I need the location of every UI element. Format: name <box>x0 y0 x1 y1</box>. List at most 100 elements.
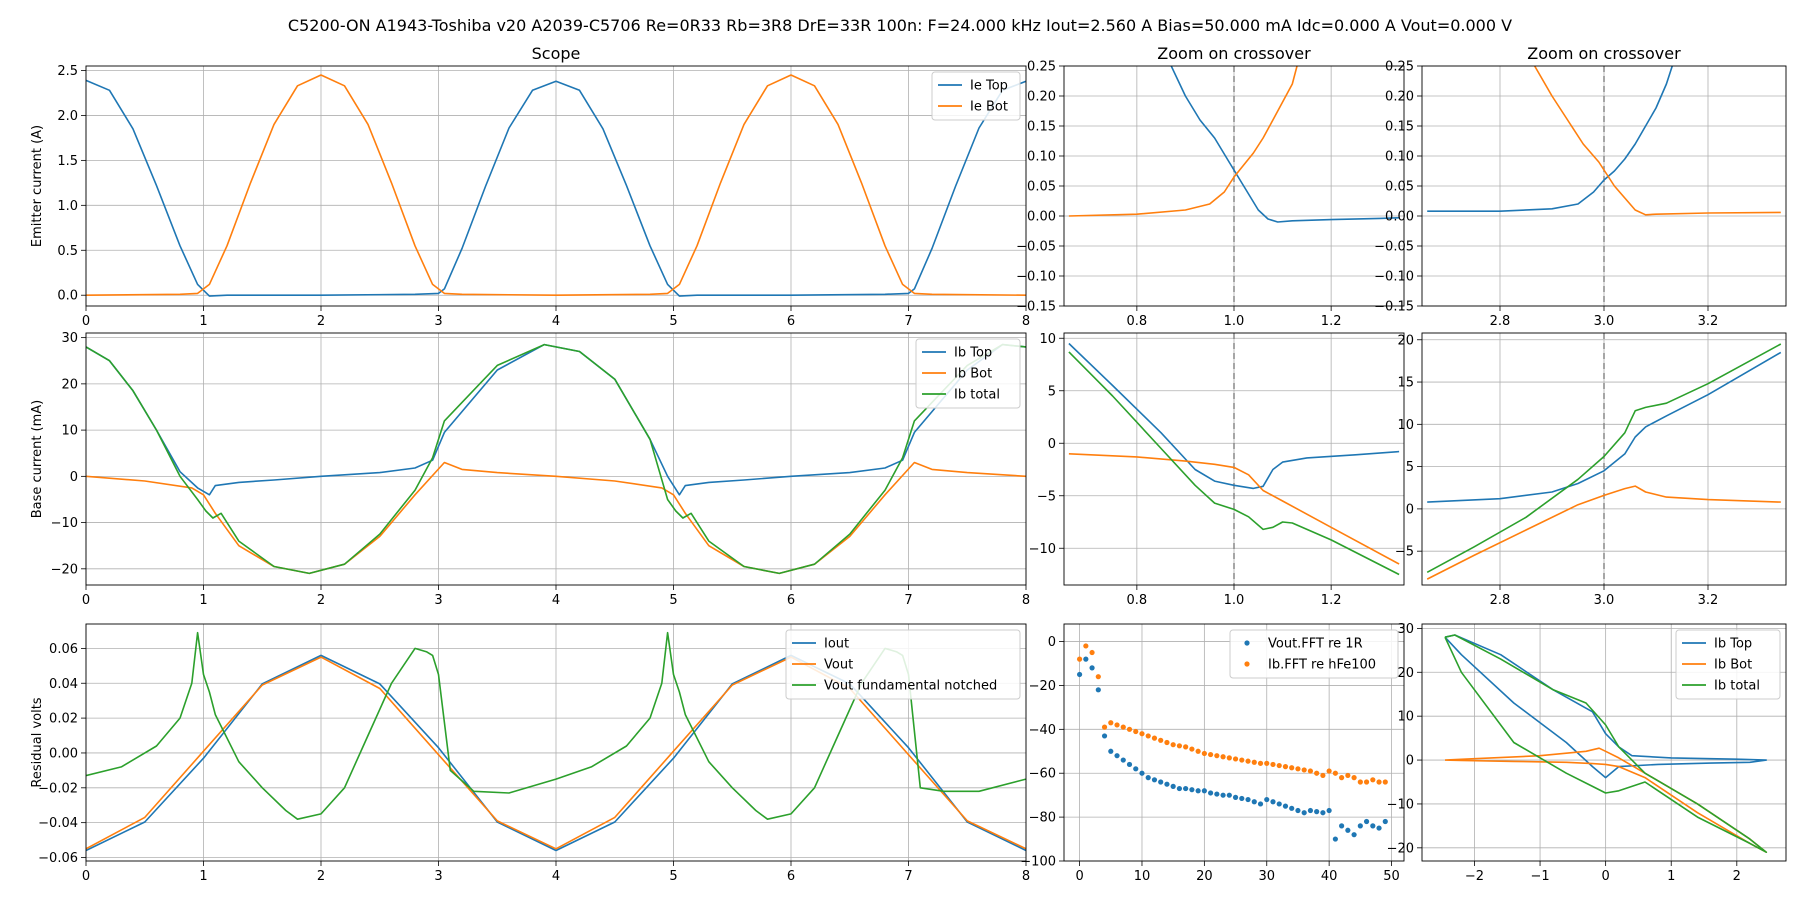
series-line-ie-bot <box>1068 66 1298 217</box>
data-point <box>1183 785 1189 792</box>
y-tick-label: −10 <box>51 516 78 531</box>
x-tick-label: 6 <box>787 314 795 329</box>
data-point <box>1076 671 1083 678</box>
series-layer <box>86 343 1026 575</box>
y-tick-label: −20 <box>1387 841 1414 856</box>
data-point <box>1101 733 1108 739</box>
data-point <box>1101 724 1108 730</box>
y-tick-label: 0.04 <box>49 677 78 692</box>
data-point <box>1170 742 1176 748</box>
series-line-ib-total <box>1068 351 1400 576</box>
x-tick-label: 2 <box>317 314 325 329</box>
data-point <box>1345 827 1351 833</box>
x-tick-label: 6 <box>787 593 795 608</box>
data-point <box>1158 737 1164 743</box>
legend: Vout.FFT re 1R Ib.FFT re hFe100 <box>1229 629 1399 679</box>
data-point <box>1257 801 1264 807</box>
data-point <box>1276 801 1282 807</box>
legend-label: Ib Bot <box>1714 658 1752 673</box>
subplot-fft: 0 10 20 30 40 50 −100 −80 −60 −40 −20 0 Vout.FFT re … <box>1020 623 1405 884</box>
data-point <box>1114 753 1120 759</box>
x-tick-label: 8 <box>1022 314 1030 329</box>
data-point <box>1282 764 1289 770</box>
legend-label: Ie Bot <box>970 100 1008 115</box>
x-tick-label: 5 <box>669 593 677 608</box>
x-tick-label: 2.8 <box>1490 593 1511 608</box>
x-tick-label: 1 <box>199 314 207 329</box>
series-line-ib-top <box>1068 342 1400 490</box>
series-layer <box>1426 343 1782 580</box>
legend-label: Vout.FFT re 1R <box>1268 637 1363 652</box>
y-tick-label: 0.15 <box>1385 120 1414 135</box>
data-point <box>1270 799 1276 805</box>
series-line-ie-bot <box>1533 66 1781 216</box>
data-point <box>1095 674 1101 680</box>
axes-frame <box>85 65 1027 307</box>
data-point <box>1176 743 1183 749</box>
x-tick-label: 30 <box>1258 869 1275 884</box>
data-point <box>1120 724 1126 730</box>
x-tick-label: 0.8 <box>1127 314 1148 329</box>
legend: Ib Top Ib Bot Ib total <box>1675 629 1781 700</box>
data-point <box>1363 779 1370 785</box>
y-tick-label: 20 <box>1397 666 1414 681</box>
legend-label: Vout <box>824 658 853 673</box>
y-tick-label: 0 <box>1406 502 1414 517</box>
series-line-ie-top <box>86 79 1026 297</box>
data-point <box>1201 750 1207 757</box>
y-tick-label: 0 <box>1406 754 1414 769</box>
series-layer <box>1068 66 1400 223</box>
legend-box <box>785 629 1021 700</box>
x-tick-label: 2.8 <box>1490 314 1511 329</box>
data-point <box>1376 825 1382 831</box>
x-tick-label: 2 <box>317 869 325 884</box>
series-layer <box>1444 634 1768 854</box>
data-point <box>1226 792 1232 798</box>
data-point <box>1264 760 1270 766</box>
x-tick-label: 7 <box>904 869 912 884</box>
x-tick-label: 1 <box>199 869 207 884</box>
axes-frame <box>1421 623 1787 862</box>
data-point <box>1083 656 1089 662</box>
y-tick-label: 0.10 <box>1027 150 1056 165</box>
y-tick-label: 10 <box>61 424 78 439</box>
y-tick-label: −0.10 <box>1016 270 1056 285</box>
y-tick-label: 0.10 <box>1385 150 1414 165</box>
data-point <box>1232 794 1239 800</box>
data-point <box>1195 748 1201 754</box>
data-point <box>1320 772 1326 779</box>
data-point <box>1232 756 1239 762</box>
legend-label: Ib total <box>1714 679 1760 694</box>
data-point <box>1208 751 1214 758</box>
y-tick-label: 1.5 <box>57 154 78 169</box>
data-point <box>1189 746 1195 752</box>
data-point <box>1201 788 1207 794</box>
data-point <box>1270 761 1276 768</box>
legend-label: Ib Top <box>954 346 992 361</box>
y-tick-label: 0.06 <box>49 642 78 657</box>
y-tick-label: −10 <box>1387 797 1414 812</box>
axes-frame <box>1063 332 1405 586</box>
x-tick-label: 2 <box>317 593 325 608</box>
data-point <box>1295 766 1301 772</box>
x-tick-label: 5 <box>669 314 677 329</box>
data-point <box>1357 779 1363 785</box>
data-point <box>1332 836 1338 842</box>
data-point <box>1339 775 1345 781</box>
series-layer <box>1068 342 1400 576</box>
data-point <box>1245 796 1251 803</box>
legend-marker <box>1244 640 1250 646</box>
series-line-ie-bot <box>86 74 1026 297</box>
x-tick-label: 4 <box>552 314 560 329</box>
data-point <box>1295 807 1301 814</box>
legend-box <box>1229 629 1399 679</box>
series-vout-fft-re-1r <box>1076 656 1388 842</box>
y-tick-label: −0.15 <box>1374 300 1414 315</box>
x-tick-label: 0 <box>1075 869 1083 884</box>
y-tick-label: −0.04 <box>38 816 78 831</box>
x-tick-label: 7 <box>904 314 912 329</box>
y-tick-label: −40 <box>1029 723 1056 738</box>
data-point <box>1120 757 1126 763</box>
series-line-ib-bot <box>1426 485 1781 580</box>
x-tick-label: 0 <box>1601 869 1609 884</box>
